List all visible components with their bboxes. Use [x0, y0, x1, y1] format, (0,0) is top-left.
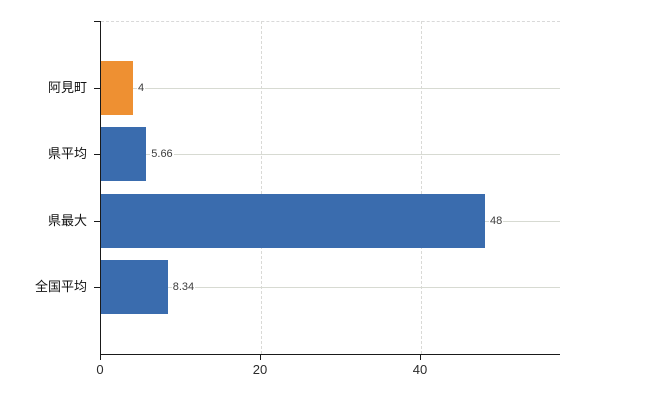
bar-default: [101, 193, 485, 248]
category-gridline: [101, 287, 560, 289]
y-axis-tick: [94, 154, 100, 156]
y-axis-end-tick: [94, 21, 100, 22]
bar-default: [101, 260, 168, 315]
bar-value-label: 5.66: [150, 147, 174, 162]
bar-value-label: 8.34: [171, 280, 196, 295]
y-axis-tick: [94, 220, 100, 222]
category-label: 県最大: [47, 212, 87, 228]
category-label: 全国平均: [34, 279, 87, 295]
bar-default: [101, 127, 147, 182]
x-axis-tick-label: 20: [252, 362, 268, 377]
plot-top-dashed-border: [101, 21, 560, 22]
vertical-gridline: [261, 21, 262, 354]
x-axis-tick: [100, 355, 101, 360]
x-axis-tick-label: 40: [412, 362, 428, 377]
bar-highlighted: [101, 60, 133, 115]
bar-value-label: 4: [137, 80, 146, 95]
x-axis-tick-label: 0: [96, 362, 104, 377]
category-label: 阿見町: [47, 79, 87, 95]
bar-value-label: 48: [489, 213, 504, 228]
category-gridline: [101, 87, 560, 89]
category-label: 県平均: [47, 146, 87, 162]
vertical-gridline: [421, 21, 422, 354]
y-axis-tick: [94, 87, 100, 89]
y-axis-tick: [94, 287, 100, 289]
category-gridline: [101, 154, 560, 156]
plot-area: 4 5.66 48 8.34: [100, 21, 560, 355]
x-axis-tick: [420, 355, 421, 360]
x-axis-tick: [260, 355, 261, 360]
